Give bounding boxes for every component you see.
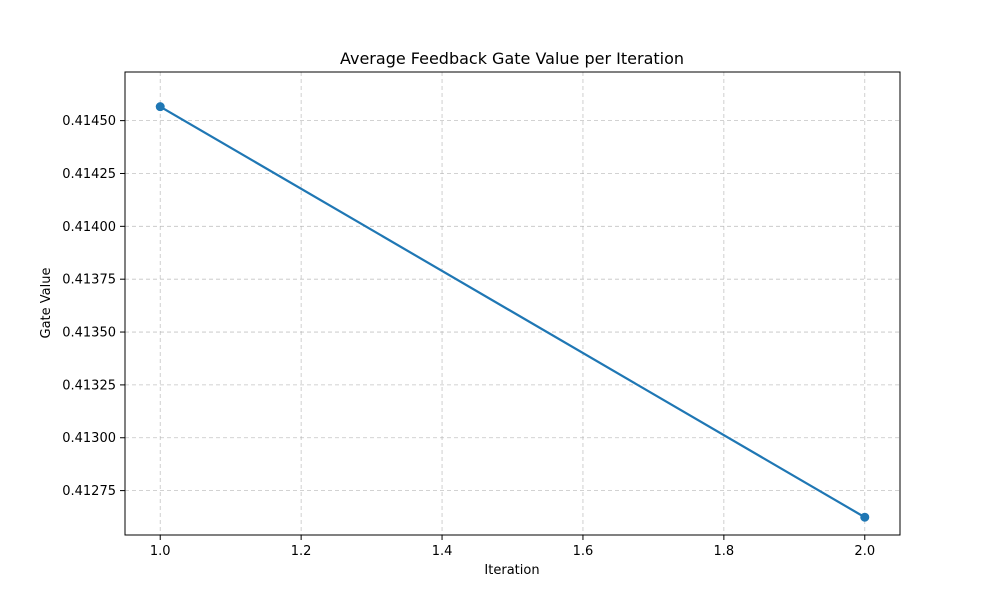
series-layer xyxy=(155,102,870,522)
y-tick-label: 0.41275 xyxy=(62,484,116,499)
y-tick-label: 0.41450 xyxy=(62,114,116,129)
y-tick-label: 0.41375 xyxy=(62,273,116,288)
chart-title: Average Feedback Gate Value per Iteratio… xyxy=(340,49,684,68)
y-tick-label: 0.41300 xyxy=(62,431,116,446)
y-tick-label: 0.41425 xyxy=(62,167,116,182)
plot-frame xyxy=(124,71,901,536)
x-tick-label: 2.0 xyxy=(854,544,875,559)
x-tick-label: 1.0 xyxy=(150,544,171,559)
data-point xyxy=(155,102,165,112)
y-tick-label: 0.41400 xyxy=(62,220,116,235)
y-tick-label: 0.41325 xyxy=(62,378,116,393)
x-tick-label: 1.8 xyxy=(714,544,735,559)
x-tick-label: 1.4 xyxy=(432,544,453,559)
axes: 1.0 1.2 1.4 1.6 1.8 2.0 0.41275 0.41300 0.41325 0… xyxy=(62,71,901,559)
data-point xyxy=(860,512,870,522)
x-axis-label: Iteration xyxy=(484,563,539,578)
x-tick-label: 1.6 xyxy=(573,544,594,559)
x-tick-label: 1.2 xyxy=(291,544,312,559)
series-line xyxy=(159,105,866,519)
y-tick-label: 0.41350 xyxy=(62,326,116,341)
y-axis-label: Gate Value xyxy=(39,268,54,339)
grid xyxy=(125,72,900,535)
